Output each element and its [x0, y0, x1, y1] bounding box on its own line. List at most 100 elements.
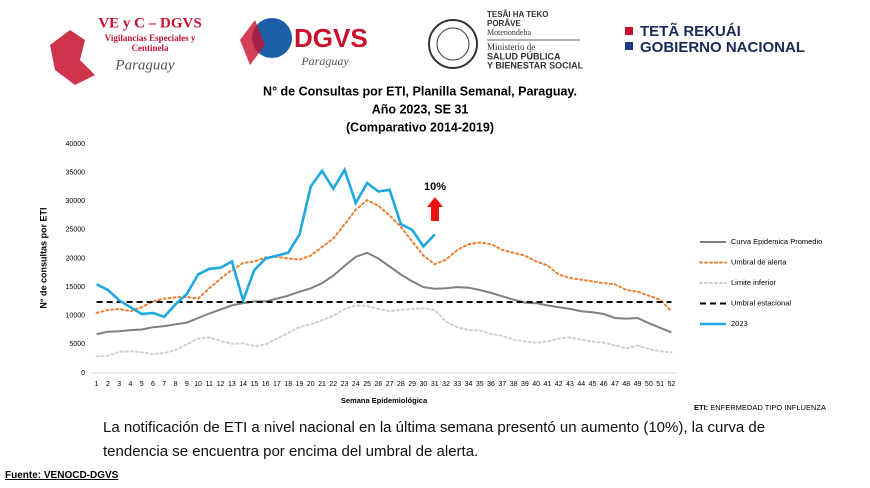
x-axis-label: Semana Epidemiológica [341, 396, 428, 405]
x-tick-label: 52 [667, 381, 675, 388]
x-tick-label: 38 [510, 381, 518, 388]
x-tick-label: 42 [555, 381, 563, 388]
legend-label: Limite inferior [731, 278, 777, 287]
x-tick-label: 32 [442, 381, 450, 388]
x-tick-label: 3 [117, 381, 121, 388]
x-tick-label: 33 [453, 381, 461, 388]
arrow-up [427, 197, 443, 221]
x-tick-label: 39 [521, 381, 529, 388]
x-tick-label: 27 [386, 381, 394, 388]
x-tick-label: 46 [600, 381, 608, 388]
series-line [95, 304, 673, 358]
x-tick-label: 44 [577, 381, 585, 388]
x-tick-label: 13 [228, 381, 236, 388]
x-tick-label: 45 [589, 381, 597, 388]
y-tick-label: 10000 [66, 313, 86, 320]
x-tick-label: 22 [329, 381, 337, 388]
dgvs-map [240, 20, 265, 65]
x-tick-label: 25 [363, 381, 371, 388]
x-tick-label: 20 [307, 381, 315, 388]
x-tick-label: 48 [622, 381, 630, 388]
gob-square [625, 27, 633, 35]
logo-text: TESÃI HA TEKO [487, 10, 548, 19]
msp-seal [436, 27, 470, 61]
logo-text: Y BIENESTAR SOCIAL [487, 60, 584, 70]
x-tick-label: 49 [634, 381, 642, 388]
x-tick-label: 34 [465, 381, 473, 388]
chart-title: Año 2023, SE 31 [372, 102, 469, 116]
logo-text: Vigilancias Especiales y [105, 33, 196, 43]
x-tick-label: 36 [487, 381, 495, 388]
y-tick-label: 40000 [66, 141, 86, 148]
series-line [96, 251, 672, 336]
x-tick-label: 4 [128, 381, 132, 388]
logo-text: Ministerio de [487, 42, 535, 52]
footnote-text: ENFERMEDAD TIPO INFLUENZA [710, 403, 826, 412]
x-tick-label: 26 [374, 381, 382, 388]
y-tick-label: 30000 [66, 198, 86, 205]
x-tick-label: 14 [239, 381, 247, 388]
legend-label: 2023 [731, 319, 748, 328]
x-tick-label: 47 [611, 381, 619, 388]
source: Fuente: VENOCD-DGVS [5, 470, 119, 481]
y-tick-label: 20000 [66, 255, 86, 262]
y-tick-label: 5000 [69, 341, 85, 348]
y-tick-label: 25000 [66, 227, 86, 234]
x-tick-label: 37 [498, 381, 506, 388]
logo-text: GOBIERNO NACIONAL [640, 39, 805, 56]
x-tick-label: 7 [162, 381, 166, 388]
x-tick-label: 23 [341, 381, 349, 388]
legend-label: Umbral estacional [731, 298, 791, 307]
logo-text: Paraguay [114, 57, 175, 73]
y-tick-label: 35000 [66, 169, 86, 176]
x-tick-label: 41 [544, 381, 552, 388]
x-tick-label: 17 [273, 381, 281, 388]
chart-title: (Comparativo 2014-2019) [346, 120, 494, 134]
x-tick-label: 35 [476, 381, 484, 388]
x-tick-label: 8 [174, 381, 178, 388]
x-tick-label: 10 [194, 381, 202, 388]
x-tick-label: 21 [318, 381, 326, 388]
x-tick-label: 15 [251, 381, 259, 388]
x-tick-label: 9 [185, 381, 189, 388]
x-tick-label: 16 [262, 381, 270, 388]
y-tick-label: 0 [81, 370, 85, 377]
legend-label: Umbral de alerta [731, 257, 787, 266]
logo-text: Motenondeha [487, 28, 531, 37]
series-line [96, 166, 436, 319]
logo-text: Centinela [132, 43, 169, 53]
x-tick-label: 50 [645, 381, 653, 388]
msp-seal [428, 19, 478, 69]
x-tick-label: 1 [95, 381, 99, 388]
x-tick-label: 19 [296, 381, 304, 388]
x-tick-label: 5 [140, 381, 144, 388]
logo-text: DGVS [294, 23, 368, 53]
y-tick-label: 15000 [66, 284, 86, 291]
footnote-label: ETI: [694, 403, 708, 412]
x-tick-label: 18 [284, 381, 292, 388]
x-tick-label: 29 [408, 381, 416, 388]
logo-text: SALUD PÚBLICA [487, 50, 561, 61]
chart-title: N° de Consultas por ETI, Planilla Semana… [263, 84, 577, 98]
x-tick-label: 12 [217, 381, 225, 388]
x-tick-label: 30 [420, 381, 428, 388]
gob-square [625, 42, 633, 50]
vyc-map [50, 30, 95, 85]
x-tick-label: 2 [106, 381, 110, 388]
x-tick-label: 28 [397, 381, 405, 388]
description: La notificación de ETI a nivel nacional … [103, 419, 766, 460]
x-tick-label: 6 [151, 381, 155, 388]
x-tick-label: 43 [566, 381, 574, 388]
x-tick-label: 31 [431, 381, 439, 388]
y-axis-label: N° de consultas por ETI [38, 207, 48, 308]
logo-text: VE y C – DGVS [98, 15, 201, 31]
x-tick-label: 11 [206, 381, 213, 388]
annotation: 10% [424, 181, 446, 193]
logo-text: TETÃ REKUÁI [640, 22, 741, 40]
x-tick-label: 40 [532, 381, 540, 388]
footnote: ETI: ENFERMEDAD TIPO INFLUENZA [694, 403, 826, 412]
logo-text: Paraguay [300, 54, 349, 68]
x-tick-label: 24 [352, 381, 360, 388]
